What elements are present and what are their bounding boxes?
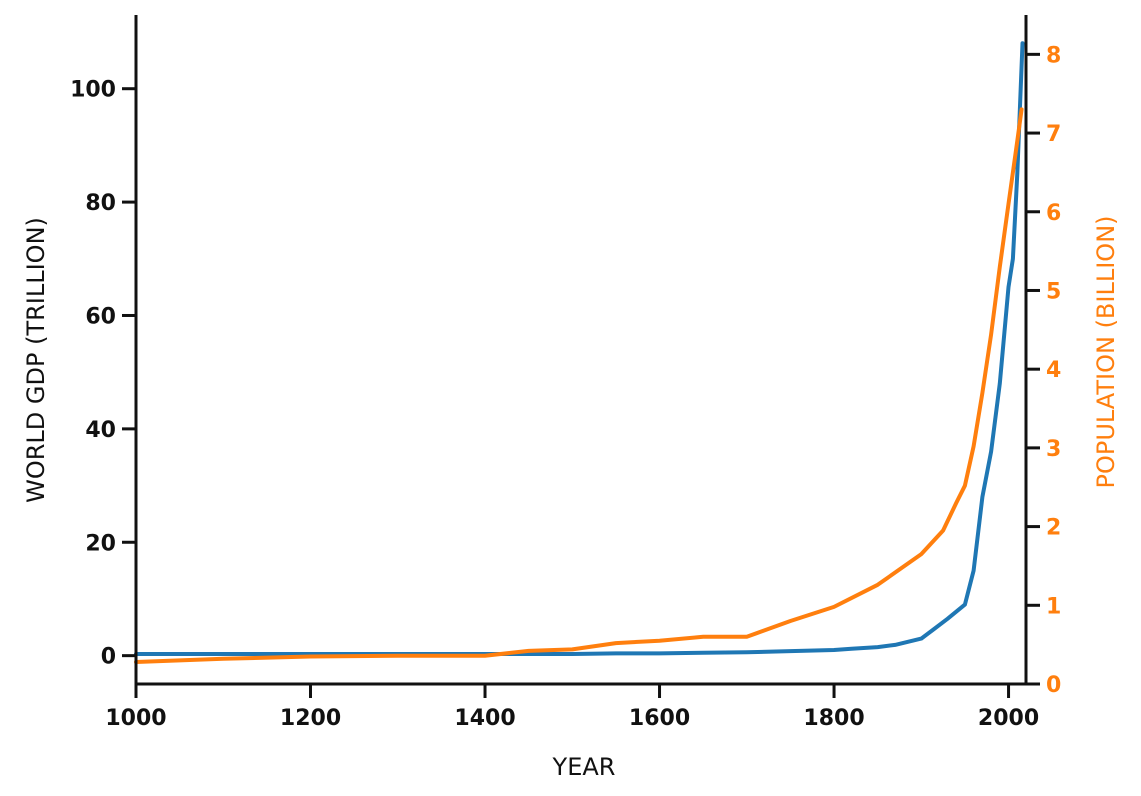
right-tick-label: 7 [1046, 122, 1061, 147]
right-tick-label: 3 [1046, 437, 1061, 462]
right-tick-label: 0 [1046, 673, 1061, 698]
right-axis-ticks: 0 1 2 3 4 5 6 7 8 [1026, 43, 1061, 698]
x-tick-label: 1600 [629, 706, 690, 731]
right-tick-label: 6 [1046, 201, 1061, 226]
x-tick-label: 2000 [978, 706, 1039, 731]
left-tick-label: 80 [85, 191, 116, 216]
series-line-2 [134, 107, 1024, 664]
x-axis-ticks: 1000 1200 1400 1600 1800 2000 [105, 684, 1039, 731]
axes-frame [134, 15, 1028, 686]
x-tick-label: 1400 [454, 706, 515, 731]
right-axis-title: POPULATION (BILLION) [1092, 215, 1120, 488]
left-tick-label: 40 [85, 418, 116, 443]
x-tick-label: 1000 [105, 706, 166, 731]
left-tick-label: 20 [85, 531, 116, 556]
right-tick-label: 4 [1046, 358, 1061, 383]
left-axis-title: WORLD GDP (TRILLION) [22, 217, 50, 503]
x-axis-title: YEAR [552, 753, 616, 781]
series-line-1 [134, 41, 1025, 656]
left-axis-ticks: 0 20 40 60 80 100 [70, 78, 136, 670]
right-tick-label: 1 [1046, 594, 1061, 619]
x-tick-label: 1200 [280, 706, 341, 731]
right-tick-label: 5 [1046, 279, 1061, 304]
plot-lines [134, 41, 1025, 664]
left-tick-label: 100 [70, 78, 116, 103]
right-tick-label: 8 [1046, 43, 1061, 68]
right-tick-label: 2 [1046, 516, 1061, 541]
left-tick-label: 60 [85, 304, 116, 329]
x-tick-label: 1800 [803, 706, 864, 731]
left-tick-label: 0 [101, 645, 116, 670]
